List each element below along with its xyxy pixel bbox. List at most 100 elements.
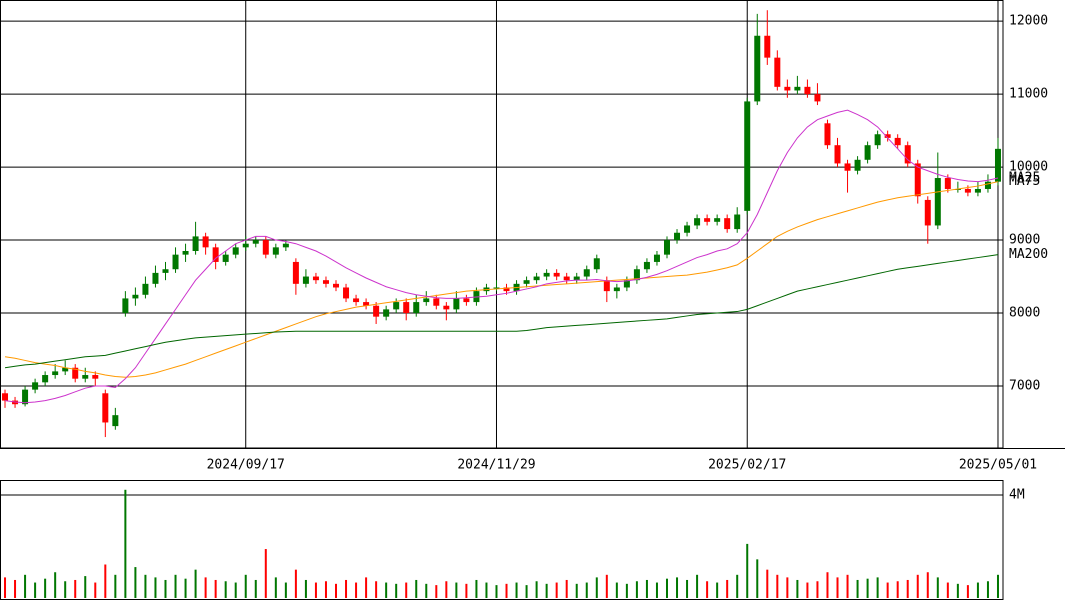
volume-bar	[806, 582, 809, 598]
candle-body	[453, 298, 460, 310]
y-tick-label: 8000	[1009, 306, 1040, 321]
candle-body	[393, 302, 400, 310]
candle-body	[653, 254, 660, 262]
x-tick-label: 2024/09/17	[207, 458, 285, 473]
candle-body	[92, 375, 99, 379]
volume-bar	[4, 577, 7, 598]
volume-bar	[435, 585, 438, 598]
candle-body	[373, 305, 380, 317]
volume-bar	[856, 579, 859, 598]
candle-body	[613, 287, 620, 292]
candle-body	[864, 145, 871, 160]
candle-body	[232, 247, 239, 255]
candle-body	[674, 232, 681, 241]
y-tick-label: 12000	[1009, 14, 1048, 29]
candle-body	[192, 236, 199, 251]
candle-body	[292, 261, 299, 284]
volume-bar	[134, 567, 137, 598]
candle-body	[433, 298, 440, 306]
volume-bar	[475, 579, 478, 598]
candle-body	[754, 35, 761, 102]
volume-bar	[605, 574, 608, 598]
x-tick-label: 2025/05/01	[959, 458, 1037, 473]
volume-bar	[746, 543, 749, 598]
legend-label: MA200	[1009, 247, 1048, 262]
candle-body	[904, 145, 911, 164]
volume-bar	[906, 579, 909, 598]
candle-body	[924, 199, 931, 226]
candle-body	[252, 240, 259, 244]
volume-bar	[144, 574, 147, 598]
candle-body	[112, 415, 119, 427]
volume-bar	[886, 582, 889, 598]
volume-bar	[14, 579, 17, 598]
candle-body	[493, 287, 500, 289]
volume-bar	[936, 577, 939, 598]
volume-bar	[114, 574, 117, 598]
volume-bar	[284, 582, 287, 598]
candle-body	[142, 283, 149, 295]
volume-bar	[345, 579, 348, 598]
candle-body	[704, 218, 711, 222]
volume-bar	[986, 581, 989, 598]
volume-bar	[696, 574, 699, 598]
candle-body	[623, 280, 630, 288]
volume-bar	[926, 572, 929, 598]
volume-bar	[204, 577, 207, 598]
candle-body	[272, 247, 279, 255]
volume-bar	[816, 581, 819, 598]
volume-bar	[415, 579, 418, 598]
volume-bar	[946, 582, 949, 598]
candle-body	[573, 276, 580, 281]
candle-body	[322, 280, 329, 284]
volume-bar	[294, 569, 297, 598]
candle-body	[82, 375, 89, 379]
candle-body	[353, 298, 360, 303]
candle-body	[553, 272, 560, 277]
volume-bar	[866, 578, 869, 598]
volume-bar	[625, 583, 628, 598]
volume-bar	[525, 585, 528, 598]
volume-bar	[324, 581, 327, 598]
ma-line	[4, 109, 999, 404]
legend-label: MA75	[1009, 174, 1040, 189]
candle-body	[413, 302, 420, 314]
candle-body	[172, 254, 179, 270]
candle-body	[593, 258, 600, 270]
volume-bar	[645, 579, 648, 598]
volume-bar	[365, 577, 368, 598]
volume-bar	[555, 582, 558, 598]
volume-bar	[726, 579, 729, 598]
candle-body	[2, 393, 9, 401]
candle-body	[633, 269, 640, 281]
candle-body	[824, 123, 831, 146]
candle-body	[503, 287, 510, 292]
volume-bar	[756, 559, 759, 598]
y-tick-label: 10000	[1009, 160, 1048, 175]
candle-body	[72, 367, 79, 379]
volume-bar	[766, 569, 769, 598]
y-tick-label: 4M	[1009, 487, 1025, 502]
candle-body	[563, 276, 570, 281]
volume-bar	[154, 577, 157, 598]
volume-bar	[164, 579, 167, 598]
volume-bar	[84, 576, 87, 598]
candle-body	[152, 272, 159, 284]
volume-bar	[776, 574, 779, 598]
candle-body	[684, 225, 691, 233]
candle-body	[894, 137, 901, 146]
volume-bar	[375, 581, 378, 598]
volume-bar	[94, 582, 97, 598]
candle-body	[643, 261, 650, 270]
volume-bar	[515, 582, 518, 598]
volume-frame	[0, 480, 1004, 600]
volume-bar	[876, 577, 879, 598]
candle-body	[343, 287, 350, 299]
candle-body	[874, 134, 881, 146]
ma-line	[4, 181, 999, 378]
volume-bar	[976, 582, 979, 598]
candle-body	[312, 276, 319, 281]
volume-bar	[74, 579, 77, 598]
candle-body	[734, 214, 741, 230]
